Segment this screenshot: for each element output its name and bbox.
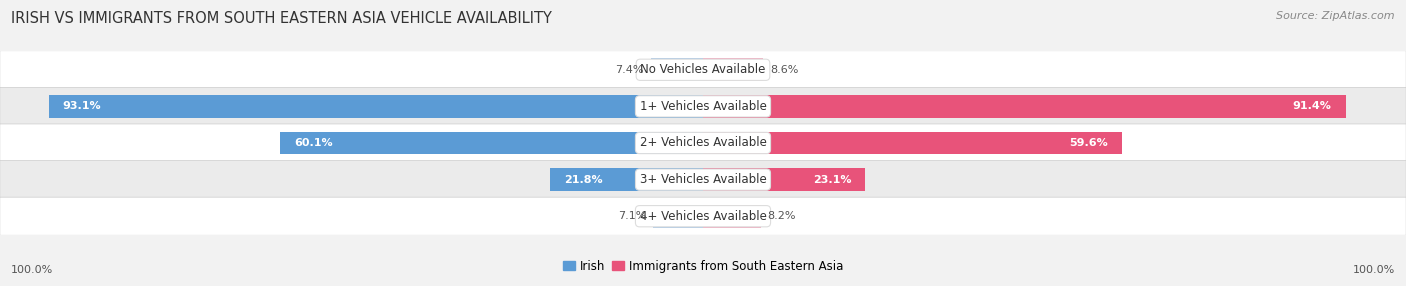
Bar (49, 95, 703, 118)
Text: IRISH VS IMMIGRANTS FROM SOUTH EASTERN ASIA VEHICLE AVAILABILITY: IRISH VS IMMIGRANTS FROM SOUTH EASTERN A… (11, 11, 553, 26)
Bar (703, 58, 763, 81)
Text: 2+ Vehicles Available: 2+ Vehicles Available (640, 136, 766, 150)
FancyBboxPatch shape (0, 197, 1406, 235)
Text: No Vehicles Available: No Vehicles Available (640, 63, 766, 76)
Bar (550, 168, 703, 191)
Bar (652, 205, 703, 228)
Text: 23.1%: 23.1% (813, 175, 852, 184)
Bar (703, 205, 761, 228)
Bar (703, 168, 866, 191)
Bar (703, 95, 1346, 118)
Text: 100.0%: 100.0% (1353, 265, 1395, 275)
Text: 4+ Vehicles Available: 4+ Vehicles Available (640, 210, 766, 223)
Text: 60.1%: 60.1% (295, 138, 333, 148)
Bar (651, 58, 703, 81)
Text: 100.0%: 100.0% (11, 265, 53, 275)
Text: 93.1%: 93.1% (63, 102, 101, 111)
Bar (703, 132, 1122, 154)
Text: 7.1%: 7.1% (617, 211, 647, 221)
FancyBboxPatch shape (0, 124, 1406, 162)
Legend: Irish, Immigrants from South Eastern Asia: Irish, Immigrants from South Eastern Asi… (558, 255, 848, 277)
Text: 7.4%: 7.4% (616, 65, 644, 75)
Text: 1+ Vehicles Available: 1+ Vehicles Available (640, 100, 766, 113)
Text: 59.6%: 59.6% (1069, 138, 1108, 148)
Text: 8.6%: 8.6% (770, 65, 799, 75)
Text: 91.4%: 91.4% (1292, 102, 1331, 111)
Text: 3+ Vehicles Available: 3+ Vehicles Available (640, 173, 766, 186)
FancyBboxPatch shape (0, 51, 1406, 89)
Text: 21.8%: 21.8% (564, 175, 602, 184)
FancyBboxPatch shape (0, 87, 1406, 126)
FancyBboxPatch shape (0, 160, 1406, 199)
Bar (280, 132, 703, 154)
Text: 8.2%: 8.2% (768, 211, 796, 221)
Text: Source: ZipAtlas.com: Source: ZipAtlas.com (1277, 11, 1395, 21)
